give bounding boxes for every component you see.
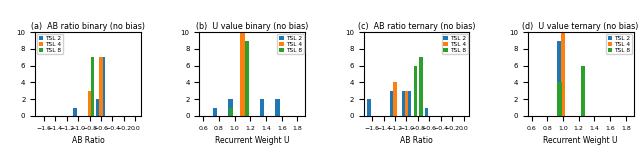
Bar	[557, 41, 561, 116]
Legend: TSL 2, TSL 4, TSL 8: TSL 2, TSL 4, TSL 8	[37, 34, 63, 54]
Bar	[260, 99, 264, 116]
Bar	[228, 99, 232, 116]
X-axis label: AB Ratio: AB Ratio	[72, 136, 104, 145]
Legend: TSL 2, TSL 4, TSL 8: TSL 2, TSL 4, TSL 8	[606, 34, 632, 54]
Bar	[244, 41, 249, 116]
Bar	[394, 82, 397, 116]
X-axis label: Recurrent Weight U: Recurrent Weight U	[215, 136, 289, 145]
Bar	[419, 57, 422, 116]
X-axis label: Recurrent Weight U: Recurrent Weight U	[543, 136, 618, 145]
Legend: TSL 2, TSL 4, TSL 8: TSL 2, TSL 4, TSL 8	[442, 34, 468, 54]
Bar	[91, 57, 94, 116]
Bar	[557, 82, 562, 116]
X-axis label: AB Ratio: AB Ratio	[400, 136, 433, 145]
Bar	[244, 91, 248, 116]
Title: (d)  U value ternary (no bias): (d) U value ternary (no bias)	[522, 22, 639, 31]
Bar	[229, 108, 234, 116]
Bar	[414, 66, 417, 116]
Bar	[561, 32, 565, 116]
Bar	[390, 91, 394, 116]
Bar	[96, 99, 99, 116]
Title: (c)  AB ratio ternary (no bias): (c) AB ratio ternary (no bias)	[358, 22, 476, 31]
Bar	[241, 32, 244, 116]
Bar	[212, 108, 217, 116]
Bar	[405, 91, 408, 116]
Bar	[74, 108, 77, 116]
Title: (b)  U value binary (no bias): (b) U value binary (no bias)	[196, 22, 308, 31]
Bar	[88, 91, 91, 116]
Bar	[275, 99, 280, 116]
Bar	[102, 57, 105, 116]
Legend: TSL 2, TSL 4, TSL 8: TSL 2, TSL 4, TSL 8	[278, 34, 303, 54]
Bar	[408, 91, 411, 116]
Bar	[581, 66, 585, 116]
Title: (a)  AB ratio binary (no bias): (a) AB ratio binary (no bias)	[31, 22, 145, 31]
Bar	[367, 99, 371, 116]
Bar	[424, 108, 428, 116]
Bar	[402, 91, 405, 116]
Bar	[99, 57, 102, 116]
